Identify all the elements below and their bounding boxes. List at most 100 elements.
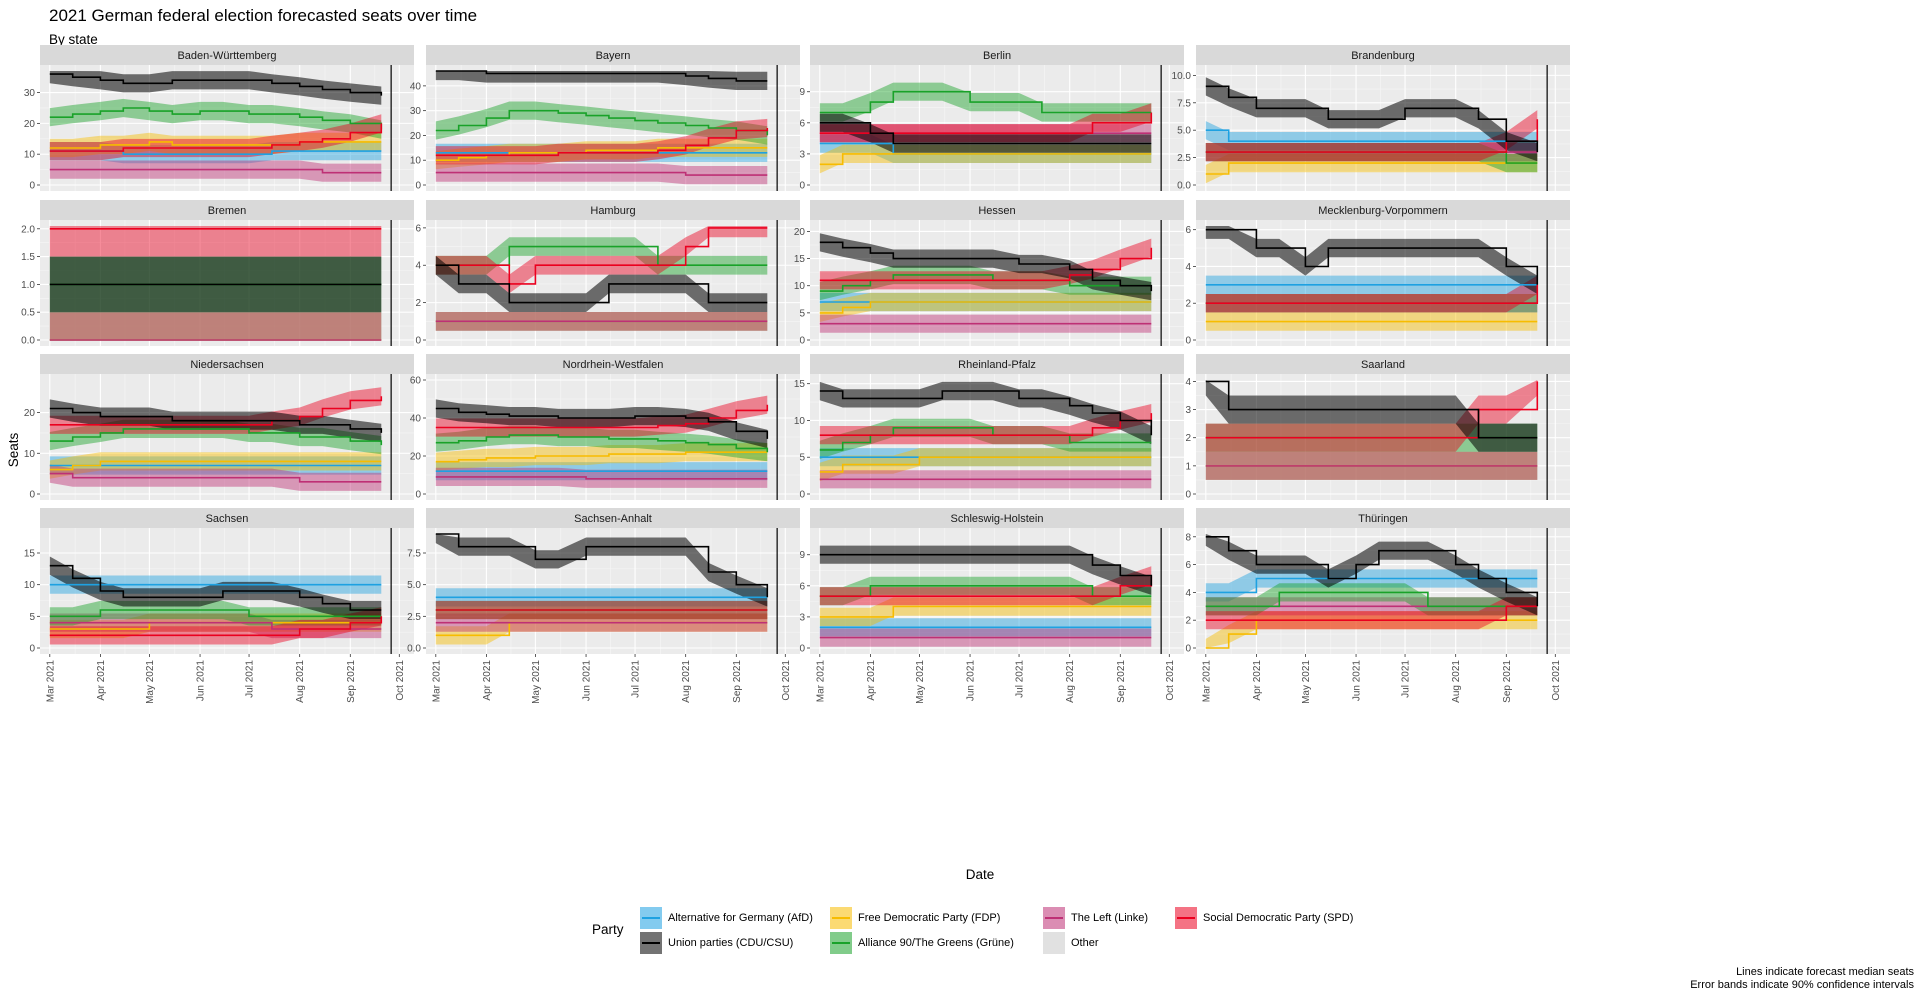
y-tick-label: 15	[794, 379, 806, 390]
error-band-union	[435, 399, 768, 448]
error-band-afd	[1205, 121, 1538, 151]
median-line-fdp	[819, 605, 1152, 618]
facet-strip-label: Niedersachsen	[190, 359, 263, 371]
median-line-afd	[1205, 129, 1538, 142]
y-tick-label: 3	[1185, 405, 1191, 416]
legend-key-line	[832, 917, 850, 919]
median-line-spd	[1205, 119, 1539, 153]
x-tick-label: Apr 2021	[96, 660, 107, 701]
x-tick-label: Jun 2021	[1352, 660, 1363, 702]
error-band-union	[1205, 226, 1538, 294]
error-band-union	[49, 71, 382, 105]
median-line-union	[49, 73, 383, 96]
legend-label: Alliance 90/The Greens (Grüne)	[858, 937, 1014, 949]
median-line-spd	[819, 575, 1153, 597]
legend-key-greens	[830, 932, 852, 954]
error-band-union	[1205, 534, 1538, 616]
median-line-greens	[1205, 591, 1538, 608]
median-line-spd	[49, 616, 383, 637]
y-tick-label: 15	[794, 254, 806, 265]
error-band-spd	[1205, 110, 1538, 162]
error-band-left	[49, 312, 382, 340]
facet-strip-label: Saarland	[1361, 359, 1405, 371]
median-line-union	[435, 70, 768, 82]
y-tick-label: 0	[415, 490, 421, 501]
error-band-spd	[1205, 597, 1538, 630]
y-tick-label: 0	[29, 644, 35, 655]
facet-strip	[1196, 354, 1570, 374]
median-line-fdp	[49, 460, 382, 471]
y-tick-label: 7.5	[407, 549, 421, 560]
error-band-spd	[435, 226, 768, 294]
facet-panel: Bayern 0 10 20 30 40	[410, 45, 800, 192]
facet-strip	[426, 508, 800, 528]
x-tick-label: Oct 2021	[1165, 660, 1176, 701]
median-line-union	[435, 407, 769, 439]
caption-line-2: Error bands indicate 90% confidence inte…	[1690, 979, 1914, 991]
median-line-union	[819, 390, 1153, 436]
median-line-union	[49, 407, 383, 433]
y-tick-label: 0	[29, 490, 35, 501]
facet-strip-label: Rheinland-Pfalz	[958, 359, 1036, 371]
y-tick-label: 0.0	[21, 336, 35, 347]
x-tick-label: Jun 2021	[966, 660, 977, 702]
legend: Alternative for Germany (AfD) Free Democr…	[640, 907, 1375, 954]
median-line-spd	[1205, 284, 1539, 304]
facet-strip	[1196, 200, 1570, 220]
facet-strip-label: Schleswig-Holstein	[951, 513, 1044, 525]
facet-strip-label: Bayern	[596, 50, 631, 62]
x-tick-label: Oct 2021	[781, 660, 792, 701]
median-line-union	[819, 553, 1153, 586]
legend-label: Free Democratic Party (FDP)	[858, 912, 1001, 924]
median-line-union	[49, 564, 382, 611]
facet-strip-label: Mecklenburg-Vorpommern	[1318, 205, 1448, 217]
error-band-fdp	[49, 613, 382, 639]
y-tick-label: 10	[24, 150, 36, 161]
error-band-greens	[819, 418, 1152, 459]
facet-panel: Mecklenburg-Vorpommern 0 2 4 6	[1185, 200, 1570, 347]
y-tick-label: 5	[799, 308, 805, 319]
median-line-spd	[1205, 605, 1538, 621]
x-tick-label: Sep 2021	[1502, 660, 1513, 703]
y-tick-label: 7.5	[1177, 98, 1191, 109]
facet-strip	[40, 354, 414, 374]
legend-item-left: The Left (Linke)	[1043, 907, 1175, 929]
y-tick-label: 0	[1185, 490, 1191, 501]
facet-strip-label: Brandenburg	[1351, 50, 1415, 62]
y-tick-label: 20	[794, 227, 806, 238]
median-line-union	[819, 122, 1152, 145]
y-tick-label: 20	[24, 119, 36, 130]
caption-line-1: Lines indicate forecast median seats	[1736, 966, 1914, 978]
x-tick-label: Jul 2021	[245, 660, 256, 698]
median-line-greens	[435, 434, 769, 453]
error-band-left	[49, 613, 382, 639]
error-band-spd	[49, 226, 382, 257]
x-tick-label: Jul 2021	[1015, 660, 1026, 698]
y-tick-label: 6	[415, 223, 421, 234]
error-band-union	[435, 534, 768, 607]
legend-key-left	[1043, 907, 1065, 929]
legend-item-spd: Social Democratic Party (SPD)	[1175, 907, 1375, 929]
error-band-greens	[819, 576, 1152, 606]
median-line-fdp	[1205, 162, 1538, 175]
facet-strip-label: Baden-Württemberg	[177, 50, 276, 62]
error-band-spd	[1205, 380, 1538, 452]
y-tick-label: 1	[1185, 461, 1191, 472]
median-line-left	[49, 472, 382, 483]
y-tick-label: 4	[1185, 588, 1191, 599]
y-tick-label: 1.5	[21, 252, 35, 263]
caption: Lines indicate forecast median seats Err…	[1690, 966, 1914, 992]
y-tick-label: 4	[1185, 377, 1191, 388]
chart-subtitle: By state	[49, 32, 98, 47]
facet-strip	[426, 354, 800, 374]
legend-item-afd: Alternative for Germany (AfD)	[640, 907, 830, 929]
y-tick-label: 2	[415, 298, 421, 309]
median-line-spd	[435, 227, 768, 285]
legend-item-union: Union parties (CDU/CSU)	[640, 932, 830, 954]
facet-strip-label: Sachsen-Anhalt	[574, 513, 652, 525]
x-tick-label: Aug 2021	[1065, 660, 1076, 703]
error-band-greens	[435, 101, 768, 145]
median-line-union	[819, 241, 1153, 292]
legend-label: The Left (Linke)	[1071, 912, 1149, 924]
legend-label: Alternative for Germany (AfD)	[668, 912, 813, 924]
